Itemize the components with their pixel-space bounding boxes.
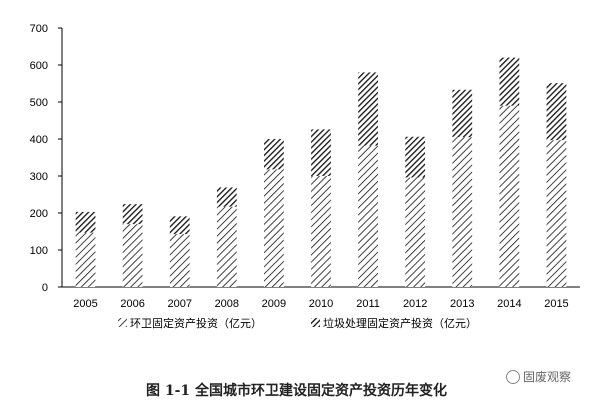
y-tick-label: 100	[30, 245, 48, 257]
x-tick-labels: 2005 2006 2007 2008 2009 2010 2011 2012 2013 2014…	[73, 298, 568, 310]
x-tick-label: 2012	[403, 298, 427, 310]
bar-sanitation-2014	[499, 105, 520, 287]
figure-caption: 图 1-1 全国城市环卫建设固定资产投资历年变化	[146, 383, 448, 399]
x-tick-label: 2015	[544, 298, 568, 310]
bar-waste-treatment-2005	[75, 211, 96, 233]
bar-sanitation-2015	[546, 140, 567, 287]
y-tick-labels: 0 100 200 300 400 500 600 700	[30, 23, 48, 294]
bar-waste-treatment-2007	[169, 216, 190, 235]
legend-label: 环卫固定资产投资（亿元）	[130, 316, 262, 330]
wechat-icon	[506, 369, 520, 384]
bar-sanitation-2007	[169, 234, 190, 287]
bar-waste-treatment-2009	[264, 139, 284, 170]
bars	[75, 57, 567, 287]
y-tick-label: 300	[30, 171, 48, 183]
bar-waste-treatment-2015	[546, 83, 567, 141]
x-tick-label: 2006	[120, 298, 144, 310]
legend-label: 垃圾处理固定资产投资（亿元）	[323, 316, 477, 330]
y-tick-label: 200	[30, 208, 48, 220]
y-tick-label: 400	[30, 134, 48, 146]
bar-waste-treatment-2012	[405, 136, 426, 178]
watermark-text: 固废观察	[523, 370, 572, 384]
x-tick-label: 2013	[450, 298, 474, 310]
x-tick-label: 2010	[309, 298, 333, 310]
legend-swatch	[118, 318, 127, 327]
x-tick-label: 2011	[356, 298, 380, 310]
bar-sanitation-2011	[358, 145, 378, 287]
x-tick-label: 2007	[167, 298, 191, 310]
bar-waste-treatment-2011	[358, 72, 378, 146]
x-tick-label: 2014	[497, 298, 521, 310]
bar-sanitation-2005	[75, 232, 96, 287]
bar-waste-treatment-2006	[122, 204, 143, 225]
bar-sanitation-2008	[216, 206, 237, 287]
x-tick-label: 2009	[262, 298, 286, 310]
bar-waste-treatment-2008	[216, 187, 237, 207]
x-tick-label: 2005	[73, 298, 97, 310]
bar-sanitation-2006	[122, 224, 143, 287]
watermark: 固废观察	[506, 368, 571, 385]
x-tick-label: 2008	[215, 298, 239, 310]
bar-sanitation-2013	[452, 137, 473, 287]
y-tick-label: 0	[42, 282, 48, 294]
bar-waste-treatment-2014	[499, 57, 520, 106]
bar-sanitation-2010	[311, 176, 331, 287]
legend-swatch	[311, 318, 320, 327]
y-tick-label: 600	[30, 60, 48, 72]
y-tick-label: 700	[30, 23, 48, 35]
y-tick-label: 500	[30, 97, 48, 109]
bar-waste-treatment-2013	[452, 89, 473, 138]
bar-waste-treatment-2010	[311, 129, 331, 176]
bar-sanitation-2012	[405, 177, 426, 287]
bar-sanitation-2009	[264, 169, 284, 287]
legend: 环卫固定资产投资（亿元） 垃圾处理固定资产投资（亿元）	[118, 316, 477, 330]
